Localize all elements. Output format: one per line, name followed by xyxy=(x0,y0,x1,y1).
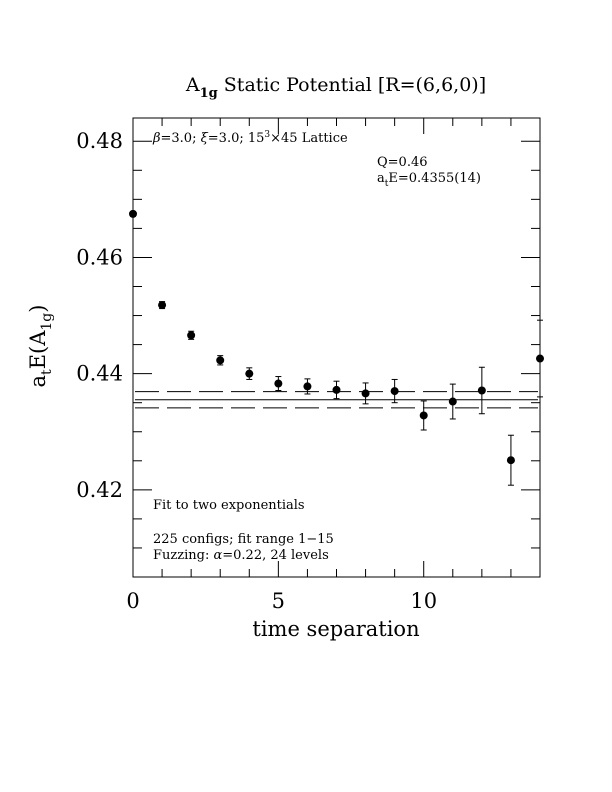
point-marker xyxy=(361,389,370,398)
point-marker xyxy=(216,356,225,365)
point-marker xyxy=(536,354,544,363)
x-axis-label: time separation xyxy=(252,617,419,641)
point-marker xyxy=(332,385,341,394)
y-tick-label: 0.44 xyxy=(76,362,123,386)
data-point xyxy=(274,376,283,391)
fuzzing-post: =0.22, 24 levels xyxy=(222,548,329,563)
title-rest: Static Potential [R=(6,6,0)] xyxy=(218,74,486,96)
y-label-close: ) xyxy=(26,305,50,313)
fit-annotation: Fit to two exponentials xyxy=(153,498,305,513)
configs-annotation: 225 configs; fit range 1−15 xyxy=(153,532,334,547)
energy-annotation: atE=0.4355(14) xyxy=(377,171,481,189)
y-label-t: t xyxy=(39,369,55,375)
y-label-e: E(A xyxy=(26,330,50,370)
axis-ticks xyxy=(132,118,541,577)
data-point xyxy=(216,355,225,366)
fuzzing-annotation: Fuzzing: α=0.22, 24 levels xyxy=(153,548,329,563)
lattice-rest: ×45 Lattice xyxy=(270,131,348,146)
point-marker xyxy=(187,331,196,340)
y-label-sub: 1g xyxy=(39,313,55,331)
data-point xyxy=(477,366,486,415)
title-subscript: 1g xyxy=(200,86,218,101)
energy-a: a xyxy=(377,171,385,186)
point-marker xyxy=(477,386,486,395)
energy-t: t xyxy=(385,179,389,189)
data-point xyxy=(536,319,544,398)
data-point xyxy=(303,378,312,395)
x-tick-label: 5 xyxy=(272,589,285,613)
energy-value: E=0.4355(14) xyxy=(388,171,481,186)
data-point xyxy=(448,383,457,420)
xi-symbol: ξ xyxy=(201,131,209,146)
point-marker xyxy=(419,411,428,420)
data-point xyxy=(332,380,341,400)
chart-title: A1g Static Potential [R=(6,6,0)] xyxy=(185,74,486,101)
point-marker xyxy=(506,456,515,465)
data-point xyxy=(245,367,254,380)
lattice-annotation: β=3.0; ξ=3.0; 153×45 Lattice xyxy=(152,130,348,146)
data-point xyxy=(419,400,428,431)
data-point xyxy=(506,434,515,486)
point-marker xyxy=(245,369,254,378)
lattice-exponent: 3 xyxy=(264,130,270,140)
point-marker xyxy=(129,209,137,218)
data-point xyxy=(158,301,167,310)
point-marker xyxy=(158,301,167,310)
point-marker xyxy=(390,387,399,396)
x-tick-label: 10 xyxy=(410,589,437,613)
data-point xyxy=(187,330,196,340)
data-points xyxy=(129,209,544,486)
y-axis-label: atE(A1g) xyxy=(26,305,55,388)
point-marker xyxy=(274,379,283,388)
fuzzing-pre: Fuzzing: xyxy=(153,548,213,563)
xi-value: =3.0; 15 xyxy=(208,131,265,146)
beta-symbol: β xyxy=(152,131,161,146)
data-point xyxy=(361,382,370,405)
beta-value: =3.0; xyxy=(161,131,201,146)
data-point xyxy=(390,378,399,404)
alpha-symbol: α xyxy=(213,548,222,563)
x-tick-label: 0 xyxy=(126,589,139,613)
title-main: A xyxy=(185,74,200,96)
data-point xyxy=(129,209,137,218)
q-annotation: Q=0.46 xyxy=(377,155,428,170)
tick-labels: 0 5 10 0.42 0.44 0.46 0.48 xyxy=(76,129,437,613)
y-tick-label: 0.42 xyxy=(76,478,123,502)
point-marker xyxy=(448,397,457,406)
point-marker xyxy=(303,382,312,391)
y-tick-label: 0.46 xyxy=(76,245,123,269)
y-label-a: a xyxy=(26,375,50,388)
y-tick-label: 0.48 xyxy=(76,129,123,153)
